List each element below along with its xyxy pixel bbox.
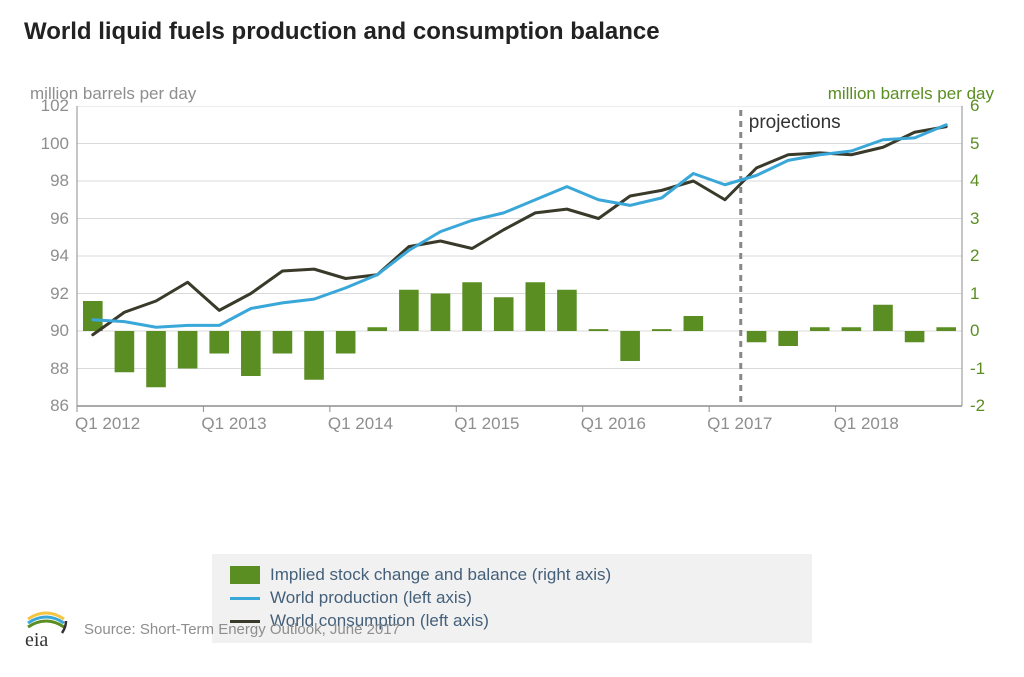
chart-svg xyxy=(22,106,1002,446)
legend-swatch-production xyxy=(230,597,260,600)
x-tick: Q1 2013 xyxy=(201,414,266,434)
eia-logo-text: eia xyxy=(25,629,48,649)
right-tick: -2 xyxy=(970,396,1000,416)
right-tick: -1 xyxy=(970,359,1000,379)
legend-label-production: World production (left axis) xyxy=(270,587,472,610)
right-tick: 6 xyxy=(970,96,1000,116)
source-text: Source: Short-Term Energy Outlook, June … xyxy=(84,621,400,638)
right-tick: 2 xyxy=(970,246,1000,266)
left-tick: 102 xyxy=(29,96,69,116)
legend-row-bars: Implied stock change and balance (right … xyxy=(230,564,794,587)
x-tick: Q1 2017 xyxy=(707,414,772,434)
chart-area: million barrels per day million barrels … xyxy=(22,106,1002,526)
left-tick: 98 xyxy=(29,171,69,191)
left-tick: 88 xyxy=(29,359,69,379)
right-tick: 1 xyxy=(970,284,1000,304)
x-tick: Q1 2014 xyxy=(328,414,393,434)
x-tick: Q1 2016 xyxy=(581,414,646,434)
x-tick: Q1 2012 xyxy=(75,414,140,434)
left-tick: 94 xyxy=(29,246,69,266)
left-tick: 100 xyxy=(29,134,69,154)
page: World liquid fuels production and consum… xyxy=(0,0,1024,677)
right-tick: 3 xyxy=(970,209,1000,229)
right-tick: 0 xyxy=(970,321,1000,341)
footer: eia Source: Short-Term Energy Outlook, J… xyxy=(22,609,400,649)
left-tick: 90 xyxy=(29,321,69,341)
right-tick: 5 xyxy=(970,134,1000,154)
right-tick: 4 xyxy=(970,171,1000,191)
x-tick: Q1 2018 xyxy=(834,414,899,434)
projections-label: projections xyxy=(749,112,841,134)
left-tick: 92 xyxy=(29,284,69,304)
legend-row-production: World production (left axis) xyxy=(230,587,794,610)
left-tick: 96 xyxy=(29,209,69,229)
legend-label-bars: Implied stock change and balance (right … xyxy=(270,564,611,587)
left-tick: 86 xyxy=(29,396,69,416)
eia-logo: eia xyxy=(22,609,70,649)
legend-swatch-bar xyxy=(230,566,260,584)
x-tick: Q1 2015 xyxy=(454,414,519,434)
chart-title: World liquid fuels production and consum… xyxy=(24,18,1002,46)
